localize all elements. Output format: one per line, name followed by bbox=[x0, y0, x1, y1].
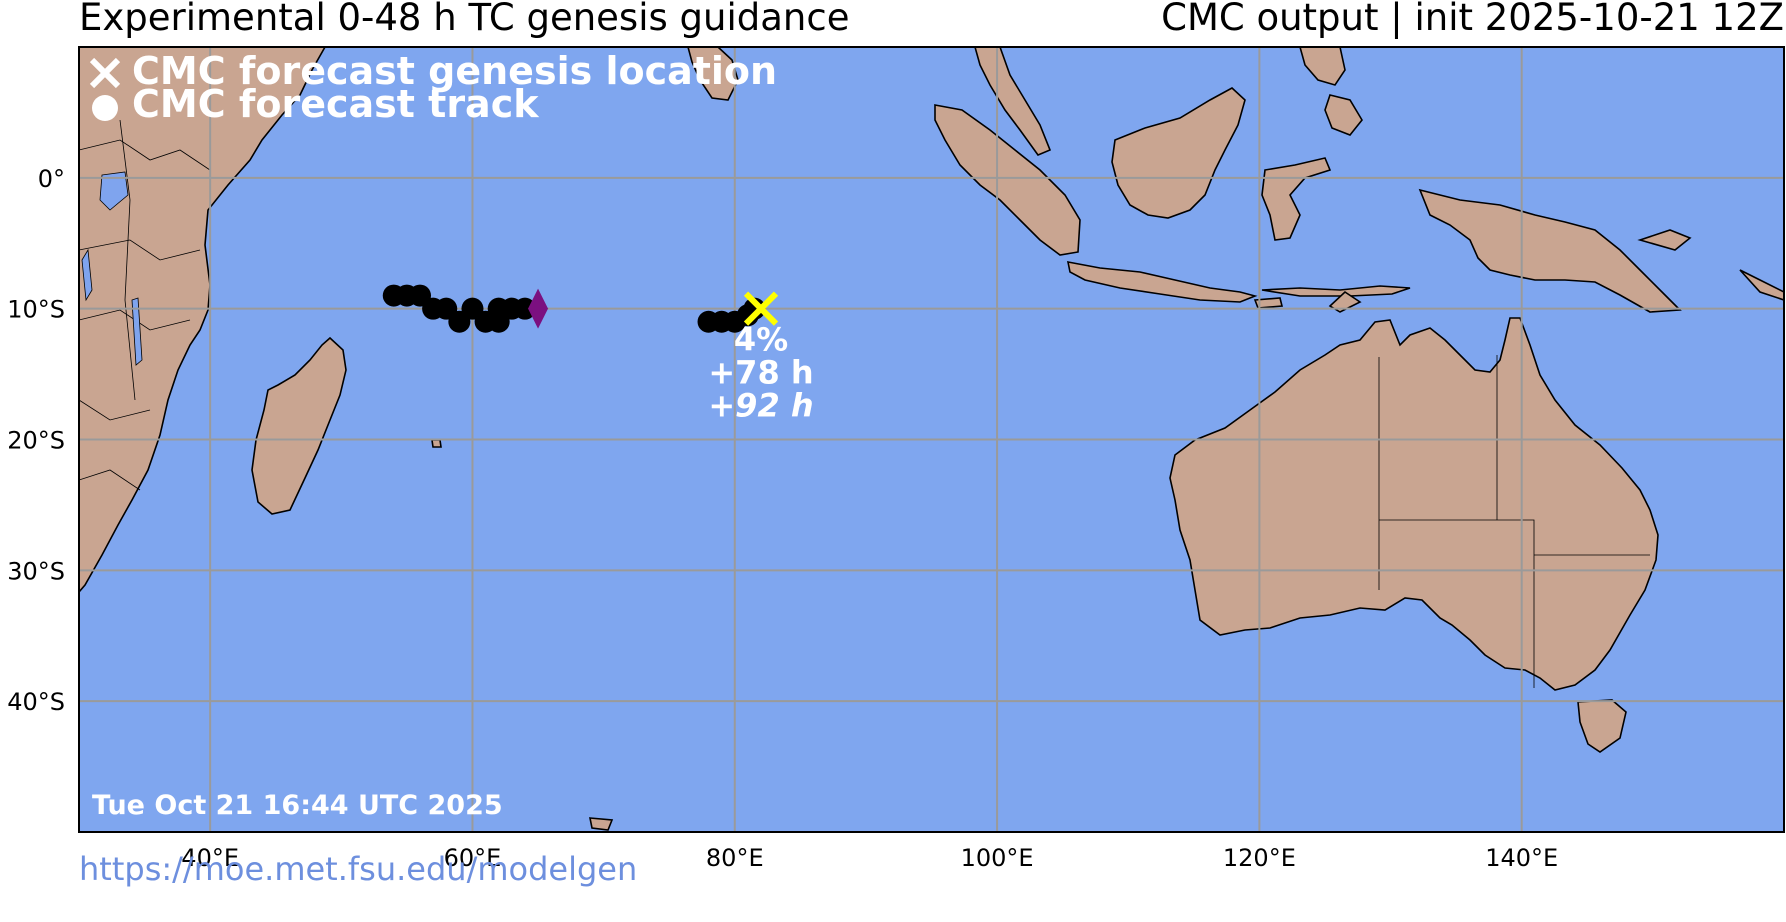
latitude-tick-labels: 0° 10°S 20°S 30°S 40°S bbox=[7, 165, 65, 716]
lon-tick-label: 40°E bbox=[181, 844, 239, 872]
map-frame bbox=[78, 46, 1785, 833]
track-end-diamond bbox=[528, 288, 549, 329]
lat-tick-label: 30°S bbox=[7, 557, 65, 585]
java-landmass bbox=[1066, 260, 1258, 303]
lat-tick-label: 10°S bbox=[7, 296, 65, 324]
model-init-label: CMC output | init 2025-10-21 12Z bbox=[1161, 0, 1784, 39]
lat-tick-label: 0° bbox=[38, 165, 65, 193]
sri-lanka-landmass bbox=[687, 47, 739, 101]
graticule bbox=[79, 47, 1784, 832]
australia-landmass bbox=[1169, 317, 1659, 691]
legend-track-label: CMC forecast track bbox=[132, 82, 539, 126]
lon-tick-label: 80°E bbox=[706, 844, 764, 872]
forecast-tracks bbox=[382, 284, 766, 333]
borneo-landmass bbox=[1111, 87, 1246, 219]
longitude-tick-labels: 40°E 60°E 80°E 100°E 120°E 140°E bbox=[181, 844, 1558, 872]
australia-state-borders bbox=[1378, 355, 1650, 688]
legend-genesis-label: CMC forecast genesis location bbox=[132, 49, 777, 93]
lat-tick-label: 40°S bbox=[7, 688, 65, 716]
new-guinea-landmass bbox=[1418, 188, 1682, 313]
lake-victoria bbox=[99, 171, 129, 211]
genesis-x-stroke bbox=[743, 291, 779, 326]
lat-tick-label: 20°S bbox=[7, 427, 65, 455]
madagascar-landmass bbox=[251, 336, 347, 515]
forecast-track bbox=[697, 297, 766, 333]
legend: CMC forecast genesis location CMC foreca… bbox=[89, 49, 777, 126]
genesis-lead-time-label: +78 h bbox=[708, 354, 813, 392]
source-link[interactable]: https://moe.met.fsu.edu/modelgen bbox=[79, 850, 638, 888]
x-marker-icon bbox=[89, 57, 121, 89]
track-point bbox=[743, 297, 766, 320]
philippines-landmass bbox=[1299, 47, 1363, 136]
genesis-lead-time-italic-label: +92 h bbox=[708, 387, 813, 425]
page-title: Experimental 0-48 h TC genesis guidance bbox=[79, 0, 850, 39]
africa-landmass bbox=[79, 47, 326, 594]
circle-marker-icon bbox=[92, 95, 118, 121]
timestamp-label: Tue Oct 21 16:44 UTC 2025 bbox=[92, 790, 503, 821]
lon-tick-label: 120°E bbox=[1223, 844, 1296, 872]
sumatra-landmass bbox=[934, 104, 1081, 256]
malay-peninsula bbox=[974, 47, 1052, 156]
track-point bbox=[513, 297, 536, 320]
genesis-probability-label: 4% bbox=[734, 321, 788, 359]
land-layer bbox=[79, 47, 1784, 831]
forecast-track bbox=[382, 284, 549, 333]
lon-tick-label: 140°E bbox=[1485, 844, 1558, 872]
genesis-markers: 4%+78 h+92 h bbox=[708, 291, 814, 425]
lon-tick-label: 100°E bbox=[961, 844, 1034, 872]
genesis-location-marker[interactable]: 4%+78 h+92 h bbox=[708, 291, 814, 425]
lon-tick-label: 60°E bbox=[444, 844, 502, 872]
